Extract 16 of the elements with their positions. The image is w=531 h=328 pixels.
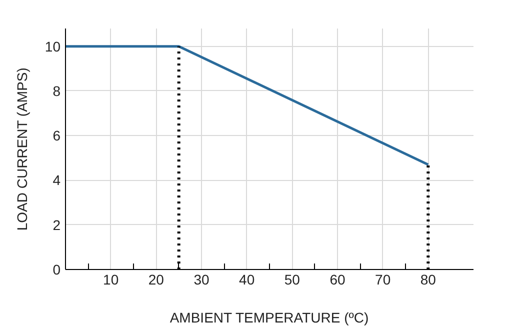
x-tick-label: 50 (284, 272, 300, 288)
x-axis-title: AMBIENT TEMPERATURE (ºC) (170, 310, 369, 326)
y-tick-label: 6 (52, 128, 61, 144)
y-tick-label: 10 (44, 38, 61, 54)
y-tick-label: 8 (52, 82, 61, 99)
y-tick-label: 4 (52, 172, 61, 188)
x-tick-label: 20 (148, 272, 164, 288)
x-tick-label: 30 (194, 272, 210, 288)
x-tick-label: 80 (420, 272, 436, 288)
y-tick-label: 0 (52, 262, 61, 278)
x-tick-label: 40 (239, 272, 255, 288)
y-axis-title: LOAD CURRENT (AMPS) (14, 68, 30, 231)
x-tick-label: 10 (103, 272, 119, 288)
x-tick-label: 60 (330, 272, 346, 288)
y-tick-label: 2 (52, 216, 61, 233)
x-tick-label: 70 (375, 272, 391, 288)
